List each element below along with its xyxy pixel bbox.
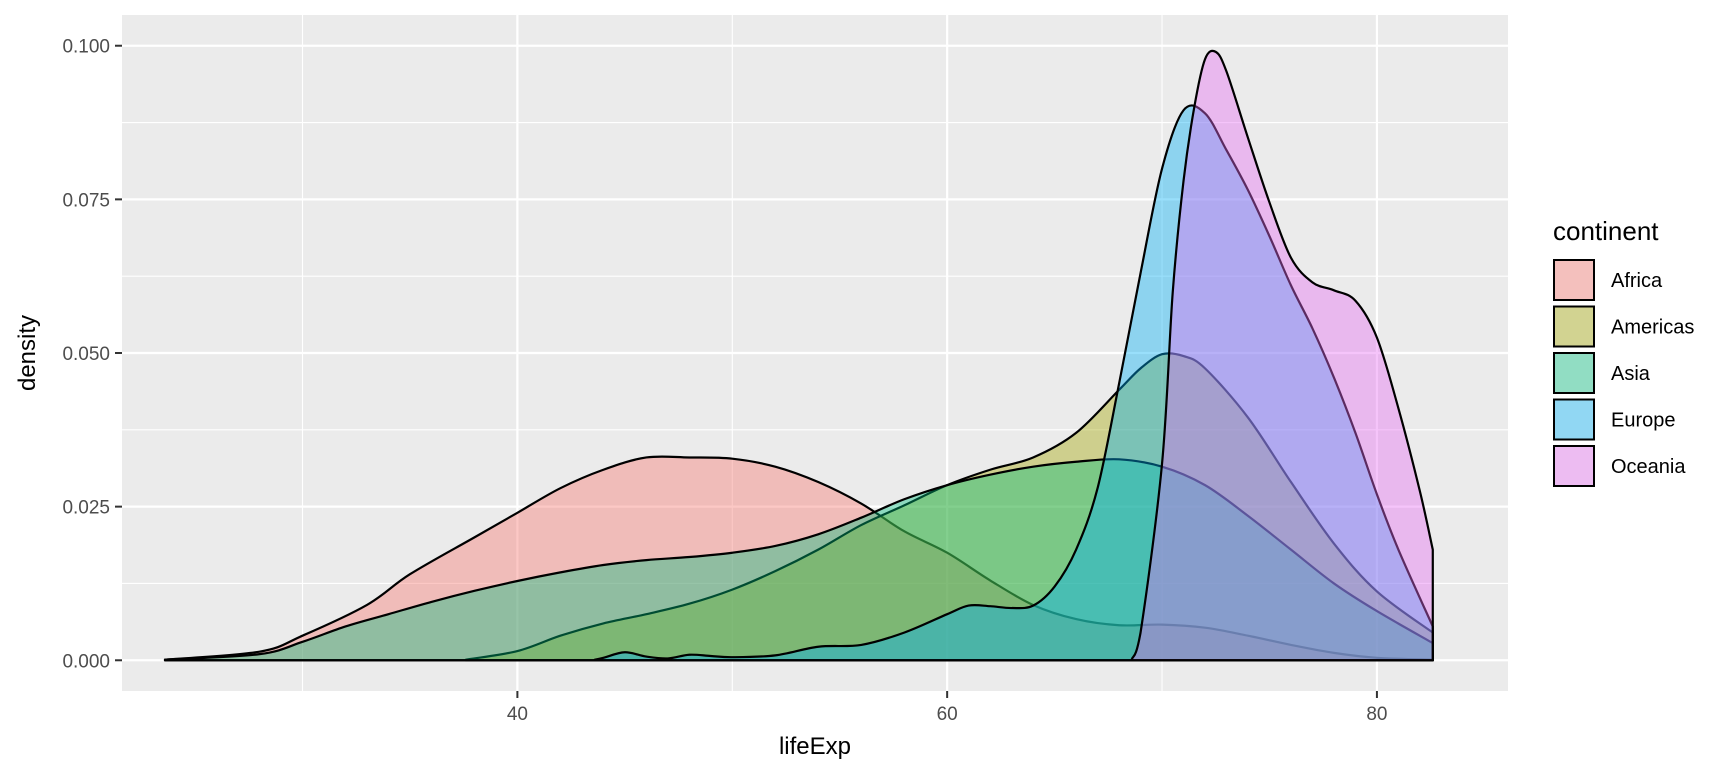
x-tick-label: 60 bbox=[937, 704, 958, 725]
density-outline-africa bbox=[163, 455, 1434, 662]
legend-title: continent bbox=[1553, 216, 1659, 246]
legend-key-americas bbox=[1553, 305, 1595, 348]
x-axis-title: lifeExp bbox=[779, 733, 851, 760]
density-outline-americas bbox=[464, 352, 1434, 662]
legend-key-europe bbox=[1553, 398, 1595, 441]
legend-key-bg-oceania bbox=[1553, 445, 1595, 487]
density-outline-oceania bbox=[1130, 49, 1434, 662]
y-tick-label: 0.050 bbox=[62, 344, 110, 365]
y-tick-label: 0.100 bbox=[62, 37, 110, 58]
density-area-oceania bbox=[1131, 50, 1433, 661]
y-tick-label: 0.000 bbox=[62, 651, 110, 672]
legend-key-asia bbox=[1553, 352, 1595, 394]
density-outline-europe bbox=[593, 104, 1434, 662]
y-tick-label: 0.075 bbox=[62, 190, 110, 211]
legend-label-africa: Africa bbox=[1611, 270, 1663, 292]
density-area-asia bbox=[164, 459, 1433, 661]
legend-key-bg-europe bbox=[1553, 398, 1595, 441]
density-area-europe bbox=[594, 105, 1433, 661]
legend-label-europe: Europe bbox=[1611, 410, 1676, 432]
x-tick-label: 40 bbox=[507, 704, 528, 725]
legend-key-bg-africa bbox=[1553, 259, 1595, 301]
legend-label-asia: Asia bbox=[1611, 363, 1651, 385]
legend-key-bg-americas bbox=[1553, 305, 1595, 348]
y-axis: 0.000 0.025 0.050 0.075 0.100 bbox=[62, 37, 122, 672]
density-area-africa bbox=[164, 456, 1433, 661]
y-axis-title: density bbox=[14, 315, 41, 391]
legend-key-africa bbox=[1553, 259, 1595, 301]
density-outline-asia bbox=[163, 458, 1434, 662]
x-tick-label: 80 bbox=[1366, 704, 1387, 725]
legend-label-americas: Americas bbox=[1611, 317, 1694, 339]
x-axis: 40 60 80 bbox=[507, 691, 1387, 725]
legend: continent Africa Americas Asia Europe Oceani… bbox=[1553, 216, 1694, 487]
y-tick-label: 0.025 bbox=[62, 498, 110, 519]
legend-key-bg-asia bbox=[1553, 352, 1595, 394]
legend-key-oceania bbox=[1553, 445, 1595, 487]
density-areas bbox=[163, 49, 1434, 662]
legend-label-oceania: Oceania bbox=[1611, 456, 1686, 478]
density-area-americas bbox=[465, 353, 1433, 661]
